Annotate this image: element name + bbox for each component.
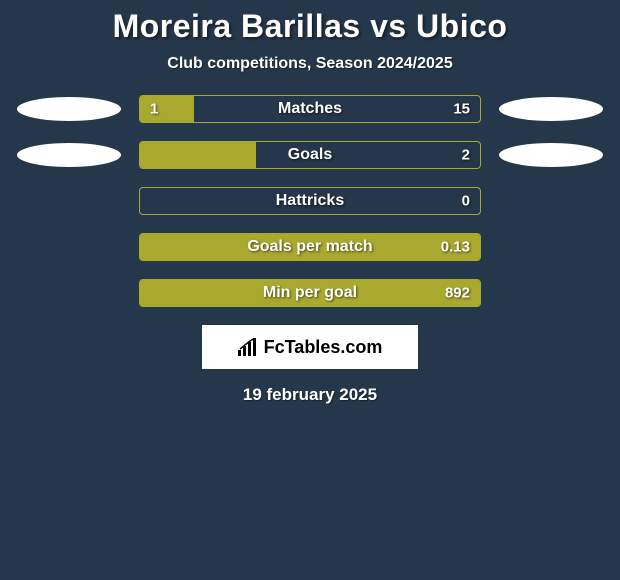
- stat-value-right: 892: [445, 285, 470, 302]
- report-date: 19 february 2025: [0, 385, 620, 405]
- stat-row: Hattricks0: [0, 187, 620, 215]
- stat-value-right: 0.13: [441, 239, 470, 256]
- stat-value-right: 0: [462, 193, 470, 210]
- stat-value-left: 1: [150, 101, 158, 118]
- stat-bar: Goals2: [139, 141, 481, 169]
- player-left-avatar: [17, 143, 121, 167]
- stat-bar-fill: [140, 96, 194, 122]
- stat-label: Hattricks: [140, 192, 480, 210]
- player-right-avatar: [499, 97, 603, 121]
- page-title: Moreira Barillas vs Ubico: [0, 8, 620, 45]
- stat-bar: Hattricks0: [139, 187, 481, 215]
- brand-container: FcTables.com: [0, 325, 620, 369]
- stat-bar-fill: [140, 142, 256, 168]
- page-subtitle: Club competitions, Season 2024/2025: [0, 55, 620, 73]
- player-right-avatar: [499, 143, 603, 167]
- stat-row: Min per goal892: [0, 279, 620, 307]
- brand-chart-icon: [238, 338, 260, 356]
- stat-bar-fill: [140, 234, 480, 260]
- player-left-avatar: [17, 97, 121, 121]
- brand-badge[interactable]: FcTables.com: [202, 325, 418, 369]
- stat-bar: Min per goal892: [139, 279, 481, 307]
- stat-value-right: 15: [453, 101, 470, 118]
- stat-bar: Goals per match0.13: [139, 233, 481, 261]
- stat-value-right: 2: [462, 147, 470, 164]
- stat-row: 1Matches15: [0, 95, 620, 123]
- brand-text: FcTables.com: [264, 337, 383, 358]
- stat-bar: 1Matches15: [139, 95, 481, 123]
- stat-row: Goals2: [0, 141, 620, 169]
- stat-bar-fill: [140, 280, 480, 306]
- stat-row: Goals per match0.13: [0, 233, 620, 261]
